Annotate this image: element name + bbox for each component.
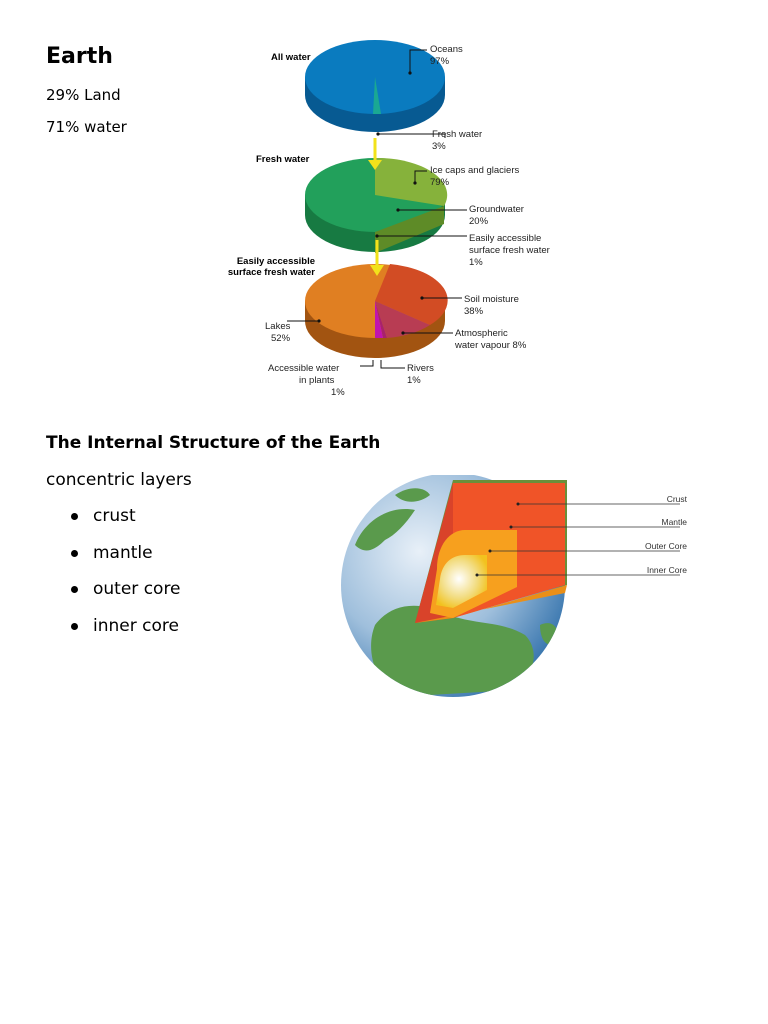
label-rivers: Rivers	[407, 363, 434, 374]
yellow-arrow-icon	[368, 138, 382, 170]
label-atmospheric: Atmospheric	[455, 328, 508, 339]
bullet-icon	[71, 586, 78, 593]
label-ice-caps-value: 79%	[430, 177, 450, 188]
label-lakes: Lakes	[265, 321, 291, 332]
label-inner-core: Inner Core	[647, 565, 687, 575]
label-easily-accessible-2: surface fresh water	[469, 245, 550, 256]
list-item: mantle	[46, 539, 181, 576]
label-easily-accessible-value: 1%	[469, 257, 483, 268]
label-groundwater: Groundwater	[469, 204, 524, 215]
label-mantle: Mantle	[661, 517, 687, 527]
label-plants-2: in plants	[299, 375, 335, 386]
bullet-icon	[71, 622, 78, 630]
heading-surface-water-2: surface fresh water	[228, 267, 315, 278]
layers-list: crust mantle outer core inner core	[46, 502, 181, 648]
list-item-text: crust	[93, 506, 136, 526]
list-item-text: outer core	[93, 579, 181, 599]
all-water-pie	[305, 40, 445, 132]
label-fresh-water-value: 3%	[432, 141, 446, 152]
label-groundwater-value: 20%	[469, 216, 489, 227]
fresh-water-pie	[305, 157, 448, 253]
bullet-icon	[71, 513, 78, 520]
list-item: crust	[46, 502, 181, 539]
label-easily-accessible: Easily accessible	[469, 233, 541, 244]
land-percentage: 29% Land	[46, 86, 121, 104]
list-item: inner core	[46, 612, 181, 649]
label-soil-moisture-value: 38%	[464, 306, 484, 317]
label-outer-core: Outer Core	[645, 541, 687, 551]
earth-structure-diagram: Crust Mantle Outer Core Inner Core	[341, 475, 688, 697]
label-plants: Accessible water	[268, 363, 339, 374]
heading-fresh-water: Fresh water	[256, 154, 310, 165]
section-intro: concentric layers	[46, 470, 192, 490]
layer-leader-lines	[477, 503, 680, 576]
label-atmospheric-value: water vapour 8%	[454, 340, 527, 351]
label-rivers-value: 1%	[407, 375, 421, 386]
label-lakes-value: 52%	[271, 333, 291, 344]
yellow-arrow-icon	[370, 240, 384, 276]
bullet-icon	[71, 549, 78, 557]
list-item-text: mantle	[93, 542, 153, 563]
label-crust: Crust	[667, 494, 688, 504]
surface-water-pie	[305, 264, 448, 358]
heading-surface-water-1: Easily accessible	[237, 256, 315, 267]
label-oceans: Oceans	[430, 44, 463, 55]
label-soil-moisture: Soil moisture	[464, 294, 519, 305]
water-percentage: 71% water	[46, 118, 127, 136]
label-oceans-value: 97%	[430, 56, 450, 67]
water-distribution-diagram: All water Fresh water Easily accessible …	[228, 40, 550, 398]
label-ice-caps: Ice caps and glaciers	[430, 165, 519, 176]
section-title: The Internal Structure of the Earth	[46, 433, 381, 453]
page-title: Earth	[46, 44, 113, 69]
list-item-text: inner core	[93, 615, 179, 636]
label-fresh-water: Fresh water	[432, 129, 482, 140]
list-item: outer core	[46, 575, 181, 612]
label-plants-value: 1%	[331, 387, 345, 398]
leader-lines	[287, 49, 467, 369]
heading-all-water: All water	[271, 52, 311, 63]
